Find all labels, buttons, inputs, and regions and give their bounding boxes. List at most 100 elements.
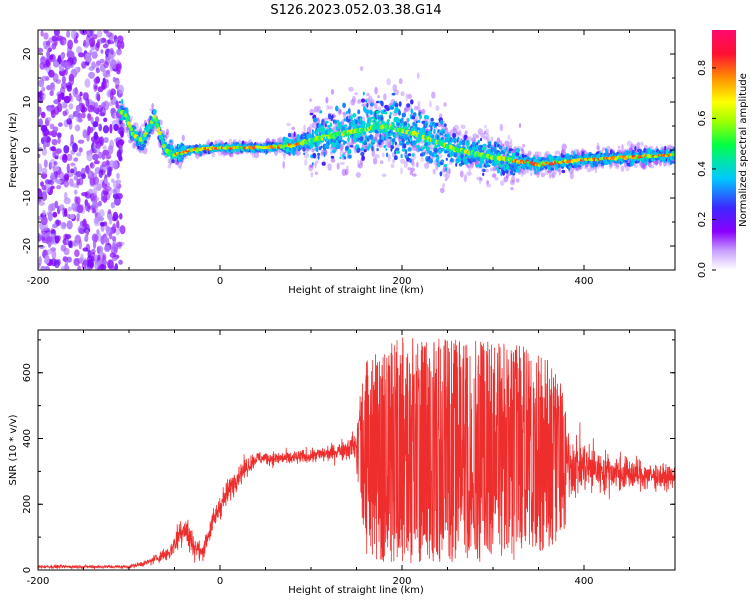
spectrogram-noise-cell xyxy=(108,33,114,40)
spectrogram-noise-cell xyxy=(70,168,74,173)
spectrogram-noise-cell xyxy=(78,140,84,144)
spectrogram-halo-cell xyxy=(325,97,328,104)
spectrogram-noise-cell xyxy=(96,183,101,191)
spectrogram-cell xyxy=(416,121,418,124)
spectrogram-halo-cell xyxy=(166,129,169,135)
spectrogram-noise-cell xyxy=(80,254,84,262)
spectrogram-cell xyxy=(386,153,388,158)
spectrogram-halo-cell xyxy=(339,109,342,113)
spectrogram-noise-cell xyxy=(88,189,93,194)
spectrogram-halo-cell xyxy=(508,135,511,140)
spectrogram-noise-cell xyxy=(113,212,119,221)
spectrogram-cell xyxy=(330,122,332,127)
spectrogram-noise-cell xyxy=(39,256,42,266)
spectrogram-noise-cell xyxy=(109,124,112,134)
spectrogram-noise-cell xyxy=(79,147,83,152)
spectrogram-cell xyxy=(344,156,347,159)
spectrogram-halo-cell xyxy=(491,137,494,142)
spectrogram-noise-cell xyxy=(104,245,110,252)
spectrogram-noise-cell xyxy=(36,147,42,151)
spectrogram-halo-cell xyxy=(442,183,445,188)
spectrogram-halo-cell xyxy=(388,154,391,162)
spectrogram-halo-cell xyxy=(377,95,380,98)
spectrogram-noise-cell xyxy=(109,140,114,150)
spectrogram-cell xyxy=(406,103,410,107)
spectrogram-halo-cell xyxy=(500,180,505,186)
spectrogram-noise-cell xyxy=(100,222,105,227)
spectrogram-noise-cell xyxy=(113,77,116,83)
spectrogram-cell xyxy=(348,154,352,158)
spectrogram-cell xyxy=(298,136,301,139)
spectrogram-noise-cell xyxy=(64,248,70,255)
spectrogram-cell xyxy=(361,98,365,102)
spectrogram-noise-cell xyxy=(46,236,53,243)
spectrogram-halo-cell xyxy=(484,125,487,128)
spectrogram-noise-cell xyxy=(118,85,125,94)
spectrogram-cell xyxy=(368,144,371,149)
spectrogram-cell xyxy=(352,113,356,118)
spectrogram-halo-cell xyxy=(464,174,467,182)
spectrogram-cell xyxy=(361,155,365,161)
spectrogram-noise-cell xyxy=(90,162,95,169)
spectrogram-cell xyxy=(452,133,456,138)
spectrogram-cell xyxy=(441,160,444,163)
spectrogram-noise-cell xyxy=(109,232,112,239)
spectrogram-noise-cell xyxy=(36,107,42,116)
spectrogram-halo-cell xyxy=(499,140,502,143)
spectrogram-ridge-cell xyxy=(158,131,162,135)
spectrogram-cell xyxy=(138,131,140,137)
spectrogram-noise-cell xyxy=(48,212,53,221)
spectrogram-noise-cell xyxy=(92,121,98,127)
spectrogram-noise-cell xyxy=(71,203,76,210)
spectrogram-cell xyxy=(347,136,350,142)
spectrogram-noise-cell xyxy=(76,213,80,219)
spectrogram-noise-cell xyxy=(83,129,88,138)
spectrogram-halo-cell xyxy=(343,113,346,119)
spectrogram-noise-cell xyxy=(73,243,79,247)
spectrogram-cell xyxy=(386,107,390,111)
spectrogram-cell xyxy=(499,145,503,149)
spectrogram-cell xyxy=(401,154,403,159)
spectrogram-halo-cell xyxy=(346,166,349,171)
spectrogram-ridge-cell xyxy=(160,136,164,140)
spectrogram-noise-cell xyxy=(61,53,65,59)
spectrogram-cell xyxy=(478,140,481,144)
spectrogram-noise-cell xyxy=(106,160,110,166)
spectrogram-noise-cell xyxy=(45,255,50,264)
spectrogram-cell xyxy=(150,128,152,132)
spectrogram-halo-cell xyxy=(391,164,395,168)
spectrogram-cell xyxy=(430,126,432,132)
spectrogram-noise-cell xyxy=(88,72,95,79)
spectrogram-cell xyxy=(408,153,411,156)
spectrogram-halo-cell xyxy=(465,130,468,133)
spectrogram-ridge-cell xyxy=(155,123,159,127)
spectrogram-cell xyxy=(427,115,429,119)
spectrogram-cell xyxy=(407,118,409,122)
spectrogram-noise-cell xyxy=(90,105,94,110)
spectrogram-cell xyxy=(512,173,515,176)
spectrogram-cell xyxy=(435,123,439,127)
y-tick-label: 10 xyxy=(22,96,33,109)
spectrogram-cell xyxy=(411,108,414,114)
spectrogram-halo-cell xyxy=(421,109,425,115)
spectrogram-noise-cell xyxy=(84,258,88,268)
y-tick-label: 20 xyxy=(22,48,33,61)
spectrogram-noise-cell xyxy=(85,78,91,87)
spectrogram-halo-cell xyxy=(494,177,498,181)
spectrogram-noise-cell xyxy=(99,38,104,44)
spectrogram-noise-cell xyxy=(54,161,58,166)
spectrogram-noise-cell xyxy=(118,139,124,145)
spectrogram-halo-cell xyxy=(511,175,515,182)
spectrogram-halo-cell xyxy=(459,129,462,136)
spectrogram-noise-cell xyxy=(52,212,57,218)
spectrogram-cell xyxy=(303,153,305,156)
spectrogram-noise-cell xyxy=(43,33,48,40)
spectrogram-noise-cell xyxy=(76,112,79,121)
spectrogram-cell xyxy=(412,153,415,156)
y-tick-label: 0 xyxy=(22,147,33,153)
spectrogram-noise-cell xyxy=(101,102,106,107)
spectrogram-cell xyxy=(169,140,172,144)
spectrogram-cell xyxy=(406,141,409,145)
spectrogram-noise-cell xyxy=(98,201,102,207)
